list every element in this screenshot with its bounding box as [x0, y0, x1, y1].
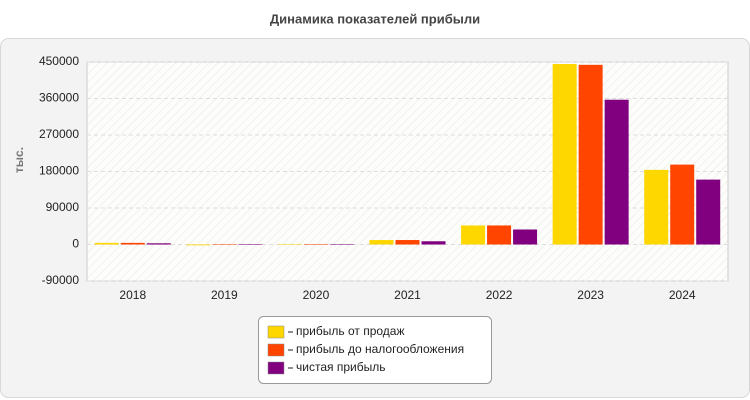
legend-label: прибыль до налогообложения [296, 342, 464, 356]
bar [604, 99, 629, 245]
bar [94, 242, 119, 245]
bar [277, 244, 302, 245]
bar [329, 244, 354, 245]
x-tick-label: 2024 [669, 288, 696, 302]
x-tick-label: 2020 [303, 288, 330, 302]
bar [212, 244, 237, 245]
legend-swatch [267, 325, 285, 339]
y-tick-label: 180000 [39, 164, 79, 178]
y-tick-label: 0 [72, 237, 79, 251]
bar [696, 179, 721, 245]
bar [487, 225, 512, 245]
x-tick-label: 2022 [486, 288, 513, 302]
bar [421, 241, 446, 245]
legend-label: прибыль от продаж [296, 324, 405, 338]
y-tick-label: 450000 [39, 54, 79, 68]
y-tick-label: 270000 [39, 127, 79, 141]
y-tick-label: -90000 [42, 273, 80, 287]
y-tick-label: 360000 [39, 91, 79, 105]
x-tick-label: 2023 [577, 288, 604, 302]
bar [186, 244, 211, 246]
bar [644, 169, 669, 245]
bar [238, 244, 263, 245]
y-tick-label: 90000 [46, 200, 80, 214]
bar [578, 64, 603, 245]
legend [258, 316, 492, 384]
legend-swatch [267, 361, 285, 375]
chart-title: Динамика показателей прибыли [270, 11, 480, 26]
bar [670, 164, 695, 245]
bar [513, 229, 538, 245]
bar [120, 242, 145, 245]
legend-swatch [267, 343, 285, 357]
bar [303, 244, 328, 245]
bar [552, 64, 577, 245]
x-tick-label: 2019 [211, 288, 238, 302]
bar [146, 243, 171, 245]
plot-area [86, 61, 729, 282]
bar [369, 240, 394, 245]
bar [461, 225, 486, 245]
legend-label: чистая прибыль [296, 360, 385, 374]
x-tick-label: 2018 [119, 288, 146, 302]
y-axis-label: тыс. [12, 147, 26, 173]
x-tick-label: 2021 [394, 288, 421, 302]
bar [395, 240, 420, 245]
